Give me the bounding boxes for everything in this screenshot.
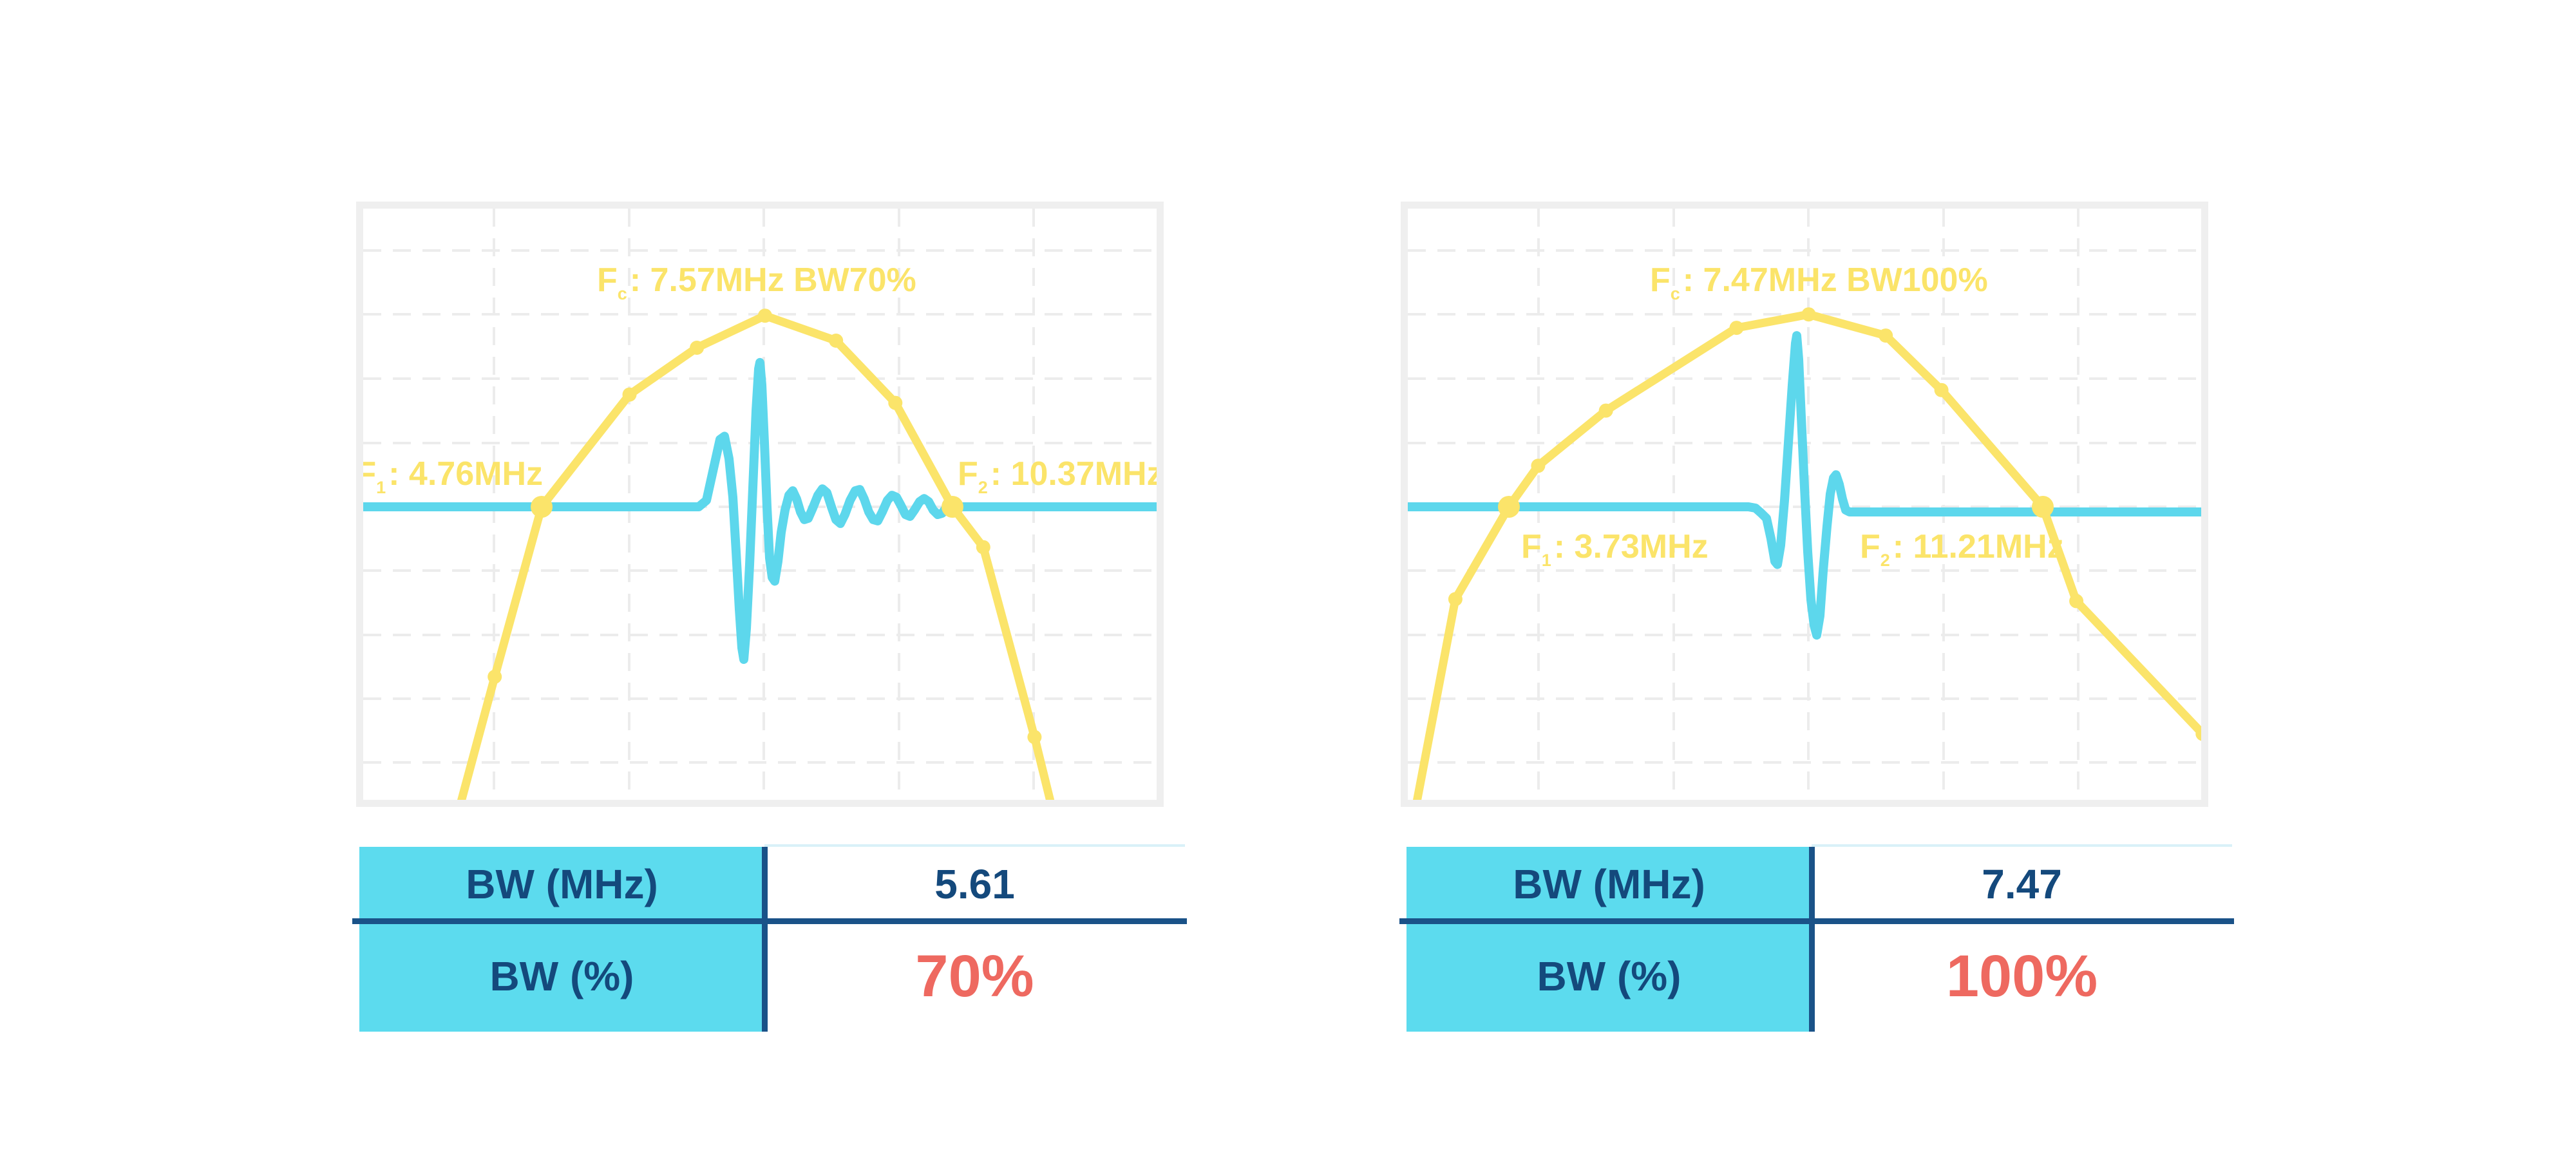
bw-pct-value-cell-left: 70% [764,921,1185,1032]
bw-pct-label-cell-right: BW (%) [1406,921,1812,1032]
spectrum-marker-crossing [531,496,553,518]
spectrum-chart-right: Fc: 7.47MHz BW100% F1: 3.73MHz F2: 11.21MH… [1401,202,2208,807]
spectrum-marker [1448,592,1463,607]
spectrum-marker [1598,403,1613,418]
spectrum-marker [622,387,637,402]
table-row-separator-left [352,918,1187,924]
spectrum-marker [757,308,772,323]
spectrum-chart-left-svg: Fc: 7.57MHz BW70% F1: 4.76MHz F2: 10.37MHz [363,209,1157,800]
bw-mhz-value-left: 5.61 [934,860,1015,907]
spectrum-marker [2195,726,2201,741]
pulse-waveform-line [1408,331,2201,640]
spectrum-marker [1879,328,1893,343]
spectrum-marker [829,334,844,348]
f2-annotation: F2: 10.37MHz [958,455,1157,497]
bw-pct-value-right: 100% [1946,943,2098,1009]
spectrum-marker-crossing [2032,496,2054,518]
value-column-topline-right [1812,844,2232,847]
center-frequency-annotation: Fc: 7.57MHz BW70% [597,261,916,303]
f1-annotation: F1: 3.73MHz [1521,528,1709,570]
table-column-divider-left [762,847,768,1032]
bw-mhz-label-cell-left: BW (MHz) [359,847,764,921]
spectrum-marker [2069,594,2084,609]
bw-mhz-value-cell-left: 5.61 [764,847,1185,921]
bw-mhz-value-cell-right: 7.47 [1812,847,2232,921]
spectrum-marker [976,540,990,554]
spectrum-marker [1729,321,1744,336]
spectrum-marker [1934,383,1949,397]
spectrum-line [1412,310,2201,800]
bw-mhz-label-cell-right: BW (MHz) [1406,847,1812,921]
bw-pct-label-right: BW (%) [1537,953,1681,999]
bw-mhz-label-left: BW (MHz) [466,860,658,907]
table-column-divider-right [1809,847,1815,1032]
spectrum-marker-crossing [1498,496,1520,518]
spectrum-marker [1027,730,1042,744]
spectrum-marker [888,395,903,410]
bw-mhz-label-right: BW (MHz) [1513,860,1705,907]
pulse-waveform-line [363,357,1157,664]
spectrum-line [457,311,1055,800]
spectrum-marker [690,341,705,355]
value-column-topline-left [764,844,1185,847]
bw-pct-value-left: 70% [915,943,1034,1009]
center-frequency-annotation: Fc: 7.47MHz BW100% [1650,261,1988,303]
spectrum-marker [1531,459,1546,473]
bw-pct-label-left: BW (%) [489,953,634,999]
table-row-separator-right [1399,918,2234,924]
f2-annotation: F2: 11.21MHz [1860,528,2064,570]
spectrum-chart-right-svg: Fc: 7.47MHz BW100% F1: 3.73MHz F2: 11.21MH… [1408,209,2201,800]
spectrum-marker [488,669,502,684]
spectrum-marker [1801,307,1816,322]
bw-mhz-value-right: 7.47 [1982,860,2062,907]
f1-annotation: F1: 4.76MHz [363,455,543,497]
spectrum-chart-left: Fc: 7.57MHz BW70% F1: 4.76MHz F2: 10.37MHz [356,202,1164,807]
bw-pct-label-cell-left: BW (%) [359,921,764,1032]
bw-pct-value-cell-right: 100% [1812,921,2232,1032]
spectrum-marker-crossing [942,496,963,518]
